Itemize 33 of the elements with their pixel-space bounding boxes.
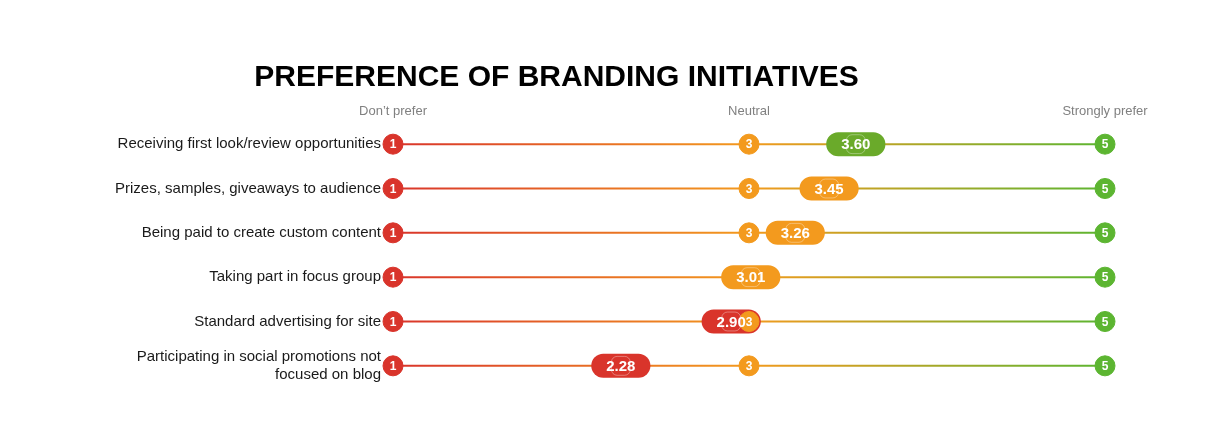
- x-tick-label: 3: [745, 137, 753, 152]
- data-label: 1: [389, 226, 397, 241]
- data-label: 5: [1101, 314, 1109, 329]
- y-tick-label: Receiving first look/review opportunities: [117, 134, 381, 152]
- data-label: 3.45: [814, 179, 844, 197]
- x-tick-label: 5: [1101, 137, 1109, 152]
- data-label: 3: [745, 181, 753, 196]
- data-label: 5: [1101, 226, 1109, 241]
- y-tick-label: Standard advertising for site: [194, 311, 381, 329]
- text: Strongly prefer: [1062, 103, 1149, 119]
- data-label: 5: [1101, 359, 1109, 374]
- data-label: 3.26: [780, 223, 810, 241]
- data-label: 1: [389, 270, 397, 285]
- y-tick-label: Being paid to create custom content: [141, 222, 382, 240]
- data-label: 3: [745, 314, 753, 329]
- x-tick-label: 1: [389, 137, 397, 152]
- data-label: 3: [745, 359, 753, 374]
- data-label: 1: [389, 314, 397, 329]
- chart-title: PREFERENCE OF BRANDING INITIATIVES: [254, 59, 859, 93]
- data-label: 2.28: [606, 356, 636, 374]
- y-tick-label: Taking part in focus group: [209, 267, 381, 285]
- data-label: 3.60: [841, 135, 871, 153]
- text: Don’t prefer: [359, 103, 428, 119]
- y-tick-label: Participating in social promotions not focused on blog: [136, 346, 382, 382]
- data-label: 3.01: [736, 268, 766, 286]
- data-label: 5: [1101, 181, 1109, 196]
- data-label: 1: [389, 359, 397, 374]
- y-tick-label: Prizes, samples, giveaways to audience: [115, 178, 381, 196]
- text: Neutral: [728, 103, 771, 119]
- data-label: 3: [745, 226, 753, 241]
- data-label: 2.90: [716, 312, 746, 330]
- data-label: 5: [1101, 270, 1109, 285]
- data-label: 1: [389, 181, 397, 196]
